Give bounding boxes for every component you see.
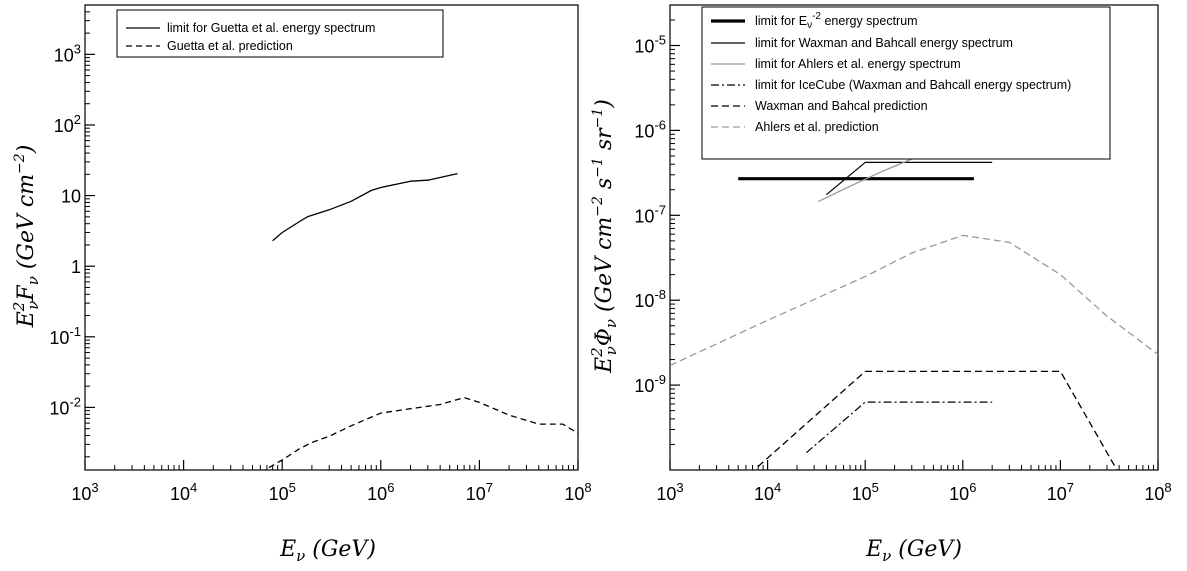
- left-minor-ticks: [85, 11, 574, 470]
- left-major-ticks: [84, 53, 579, 470]
- left-legend-label-0: limit for Guetta et al. energy spectrum: [167, 21, 375, 35]
- right-legend-label-0: limit for Eν-2 energy spectrum: [755, 11, 918, 31]
- left-x-axis-title: Eν (GeV): [279, 537, 376, 565]
- left-chart: 103 104 105 106 107 108 10-2 10-1 1 10 102 103 lim…: [10, 4, 592, 565]
- left-y-tick-label: 1: [71, 257, 81, 277]
- right-x-tick-label: 105: [852, 480, 879, 504]
- right-legend-box: [701, 6, 1111, 160]
- right-legend-label-4: Waxman and Bahcal prediction: [755, 99, 928, 113]
- left-x-tick-label: 107: [466, 480, 493, 504]
- right-x-tick-label: 106: [949, 480, 976, 504]
- left-series-1: [263, 396, 578, 470]
- left-legend: limit for Guetta et al. energy spectrum …: [116, 9, 444, 58]
- left-y-tick-label: 103: [54, 41, 81, 65]
- right-major-ticks: [669, 44, 1159, 470]
- left-x-tick-label: 106: [367, 480, 394, 504]
- right-minor-ticks: [670, 19, 1155, 470]
- left-y-tick-label: 10-2: [49, 394, 81, 418]
- right-legend-label-1: limit for Waxman and Bahcall energy spec…: [755, 36, 1013, 50]
- left-x-tick-labels: 103 104 105 106 107 108: [71, 480, 591, 504]
- right-x-tick-label: 107: [1047, 480, 1074, 504]
- right-x-tick-label: 104: [754, 480, 781, 504]
- left-x-tick-label: 108: [564, 480, 591, 504]
- right-x-tick-labels: 103 104 105 106 107 108: [656, 480, 1171, 504]
- right-x-tick-label: 108: [1144, 480, 1171, 504]
- right-series-4: [757, 370, 1118, 470]
- left-y-tick-label: 10-1: [49, 324, 81, 348]
- right-y-tick-label: 10-8: [634, 287, 666, 311]
- right-y-axis-title: E2νΦν (GeV cm−2 s−1 sr−1): [588, 99, 620, 374]
- right-plot-frame: [669, 4, 1159, 471]
- left-x-tick-label: 104: [170, 480, 197, 504]
- right-chart: 103 104 105 106 107 108 10-910-810-710-610-5 …: [588, 4, 1172, 565]
- left-series-0: [272, 172, 458, 242]
- left-y-tick-label: 10: [61, 187, 81, 207]
- right-y-tick-labels: 10-9 10-8 10-7 10-6 10-5: [634, 33, 666, 397]
- left-y-axis-title: E2νFν (GeV cm−2): [10, 145, 42, 329]
- left-y-tick-label: 102: [54, 112, 81, 136]
- right-series-1: [826, 161, 993, 196]
- right-y-tick-label: 10-9: [634, 372, 666, 396]
- right-y-tick-label: 10-7: [634, 202, 666, 226]
- right-y-tick-label: 10-6: [634, 117, 666, 141]
- left-x-tick-label: 103: [71, 480, 98, 504]
- right-series-3: [806, 401, 993, 454]
- left-legend-label-1: Guetta et al. prediction: [167, 39, 293, 53]
- right-legend-label-3: limit for IceCube (Waxman and Bahcall en…: [755, 78, 1071, 92]
- left-plot-frame: [84, 4, 579, 471]
- right-x-tick-label: 103: [656, 480, 683, 504]
- right-x-axis-title: Eν (GeV): [865, 537, 962, 565]
- left-legend-box: [116, 9, 444, 58]
- right-legend-label-5: Ahlers et al. prediction: [755, 120, 879, 134]
- left-x-tick-label: 105: [269, 480, 296, 504]
- right-legend: limit for Eν-2 energy spectrum limit for…: [701, 6, 1111, 160]
- left-series-group: [263, 172, 578, 470]
- left-y-tick-labels: 10-2 10-1 1 10 102 103: [49, 41, 81, 418]
- right-y-tick-label: 10-5: [634, 33, 666, 57]
- right-series-group: [670, 146, 1158, 470]
- right-legend-label-2: limit for Ahlers et al. energy spectrum: [755, 57, 961, 71]
- right-series-5: [670, 234, 1158, 367]
